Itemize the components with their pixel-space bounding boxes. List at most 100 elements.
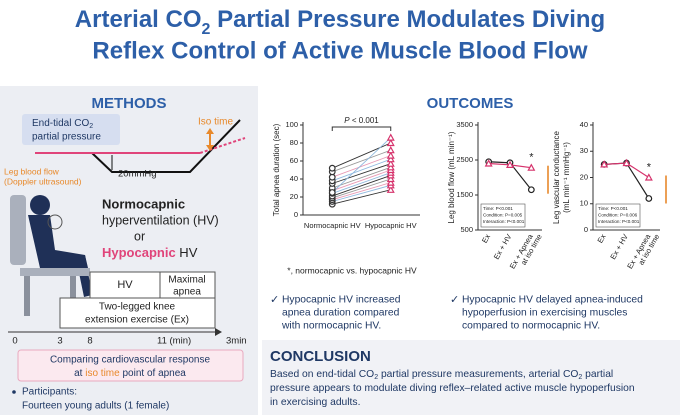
marker (386, 145, 395, 154)
pair-line (332, 158, 391, 182)
bullet-dot (12, 390, 16, 394)
title-line: Arterial CO2 Partial Pressure Modulates … (75, 6, 605, 37)
y-tick-label: 2500 (456, 155, 473, 164)
stats-line: Time: P<0.001 (483, 206, 513, 211)
p-label: P < 0.001 (344, 116, 379, 125)
x-tick-label: Ex + HV (492, 232, 514, 261)
conclusion-panel (262, 340, 680, 415)
check-mark: ✓ (270, 294, 279, 306)
bullet-line: with normocapnic HV. (281, 321, 381, 332)
y-tick-label: 20 (290, 192, 298, 201)
exercise-label: Two-legged knee (99, 302, 176, 313)
y-axis-label: Leg blood flow (mL min⁻¹) (447, 131, 456, 223)
marker (386, 151, 395, 159)
marker (386, 163, 395, 171)
figure-head (30, 195, 50, 215)
p-bracket (331, 126, 392, 131)
pair-line (331, 137, 392, 193)
condition-label: Hypocapnic HV (102, 245, 198, 260)
condition-label: or (134, 229, 145, 243)
conclusion-line: in exercising adults. (270, 397, 360, 408)
marker (386, 159, 395, 167)
y-tick-label: 500 (460, 225, 473, 234)
x-tick-label: Ex + HV (608, 232, 630, 261)
pair-line (332, 178, 391, 199)
stats-line: Condition: P=0.006 (598, 213, 638, 218)
marker (527, 163, 536, 171)
subscript: 2 (374, 374, 378, 381)
text-part: partial pressure measurements, arterial … (378, 369, 578, 380)
time-tick: 8 (87, 336, 92, 347)
pair-line (332, 149, 391, 173)
bullet-line: Hypocapnic HV delayed apnea-induced (462, 295, 643, 306)
etco2-hypo-trace-dotted (199, 137, 246, 154)
marker (386, 174, 395, 183)
y-axis-label: (mL min⁻¹ mmHg⁻¹) (562, 142, 571, 213)
exercise-box (59, 297, 216, 329)
time-tick: 0 (12, 336, 17, 347)
marker (328, 173, 336, 181)
marker (527, 186, 535, 194)
conclusion-line: pressure appears to modulate diving refl… (270, 383, 635, 394)
check-mark: ✓ (450, 294, 459, 306)
figure-body (28, 215, 88, 268)
marker (644, 173, 653, 181)
x-tick-label: Ex (480, 232, 492, 244)
comparing-part: at (74, 368, 85, 379)
time-tick: 3 (57, 336, 62, 347)
marker (505, 160, 515, 168)
apnea-label: Maximal (168, 275, 205, 286)
etco2-sub: 2 (89, 123, 93, 130)
outcomes-heading: OUTCOMES (427, 95, 514, 112)
subscript: 2 (578, 374, 582, 381)
stats-line: Interaction: P<0.001 (598, 219, 640, 224)
marker (386, 178, 395, 186)
marker (600, 160, 609, 168)
pair-line (332, 169, 391, 192)
drop-label: 20mmHg (118, 169, 157, 180)
y-axis-label: Leg vascular conductance (552, 130, 561, 224)
bullet-line: compared to normocapnic HV. (462, 321, 600, 332)
stats-box (595, 203, 641, 228)
iso-time-label: Iso time (198, 117, 233, 128)
conclusion-text: Based on end-tidal CO2 partial pressure … (270, 369, 635, 408)
arrow-head (206, 128, 214, 134)
pair-line (332, 189, 391, 205)
y-tick-label: 30 (580, 146, 588, 155)
pair-line (332, 172, 391, 194)
y-tick-label: 0 (584, 225, 588, 234)
arrow-head (206, 145, 214, 151)
title-line: Reflex Control of Active Muscle Blood Fl… (92, 37, 587, 64)
series-line (604, 162, 650, 199)
pair-line (332, 155, 391, 178)
marker (386, 154, 395, 163)
text-part: Based on end-tidal CO (270, 369, 374, 380)
stats-line: Condition: P=0.005 (483, 213, 523, 218)
pair-line (332, 163, 391, 184)
comparing-label: at iso time point of apnea (74, 368, 186, 379)
bullet-line: hypoperfusion in exercising muscles (462, 308, 627, 319)
comparing-part: point of apnea (120, 368, 187, 379)
condition-part: HV (176, 245, 198, 260)
etco2-label: partial pressure (32, 132, 101, 143)
time-end-label: 3min (226, 336, 247, 347)
condition-label: Normocapnic (102, 196, 185, 211)
conclusion-line: Based on end-tidal CO2 partial pressure … (270, 369, 613, 382)
pair-line (332, 142, 391, 169)
pair-line (332, 184, 391, 202)
leg-flow-label: (Doppler ultrasound) (4, 176, 82, 186)
text-part: in exercising adults. (270, 397, 360, 408)
participants-text: Fourteen young adults (1 female) (22, 401, 169, 412)
leg-flow-label: Leg blood flow (4, 166, 60, 176)
pair-line (332, 166, 391, 189)
y-tick-label: 0 (294, 210, 298, 219)
marker (484, 159, 493, 167)
y-tick-label: 3500 (456, 120, 473, 129)
marker (328, 164, 336, 172)
x-tick-label: Normocapnic HV (304, 221, 361, 230)
condition-label: hyperventilation (HV) (102, 213, 219, 227)
stats-line: Time: P<0.001 (598, 206, 628, 211)
y-axis-label: Total apnea duration (sec) (272, 123, 281, 216)
stats-box (480, 203, 526, 228)
comparing-box (17, 349, 244, 382)
